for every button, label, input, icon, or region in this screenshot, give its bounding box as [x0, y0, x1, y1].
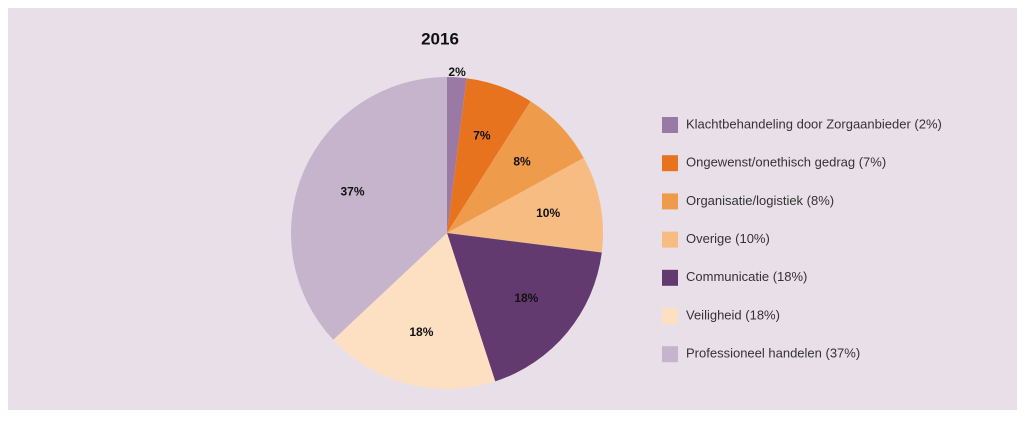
legend-swatch [662, 308, 678, 324]
pie-slice [333, 233, 496, 389]
legend-label: Professioneel handelen (37%) [686, 346, 860, 361]
legend-swatch [662, 231, 678, 248]
pie-slice [447, 233, 602, 382]
legend-swatch [662, 155, 678, 172]
pie-slice [447, 78, 531, 234]
data-label: 18% [409, 325, 433, 339]
data-label: 37% [340, 184, 364, 198]
legend-label: Communicatie (18%) [686, 269, 807, 284]
legend-label: Ongewenst/onethisch gedrag (7%) [686, 155, 886, 170]
data-label: 10% [536, 206, 560, 220]
data-label: 7% [473, 128, 491, 142]
legend-label: Veiligheid (18%) [686, 307, 780, 322]
chart-title: 2016 [421, 29, 459, 48]
legend-label: Organisatie/logistiek (8%) [686, 193, 834, 208]
legend-label: Overige (10%) [686, 231, 770, 246]
data-label: 18% [514, 291, 538, 305]
data-label: 8% [513, 155, 531, 169]
pie-slice [447, 157, 603, 253]
pie-slice [447, 101, 584, 233]
data-label: 2% [448, 65, 466, 79]
pie-slice [290, 77, 447, 340]
legend-label: Klachtbehandeling door Zorgaanbieder (2%… [686, 116, 942, 131]
legend-swatch [662, 193, 678, 210]
legend-swatch [662, 269, 678, 286]
legend-swatch [662, 346, 678, 363]
legend-swatch [662, 117, 678, 133]
pie-slice [447, 77, 467, 233]
